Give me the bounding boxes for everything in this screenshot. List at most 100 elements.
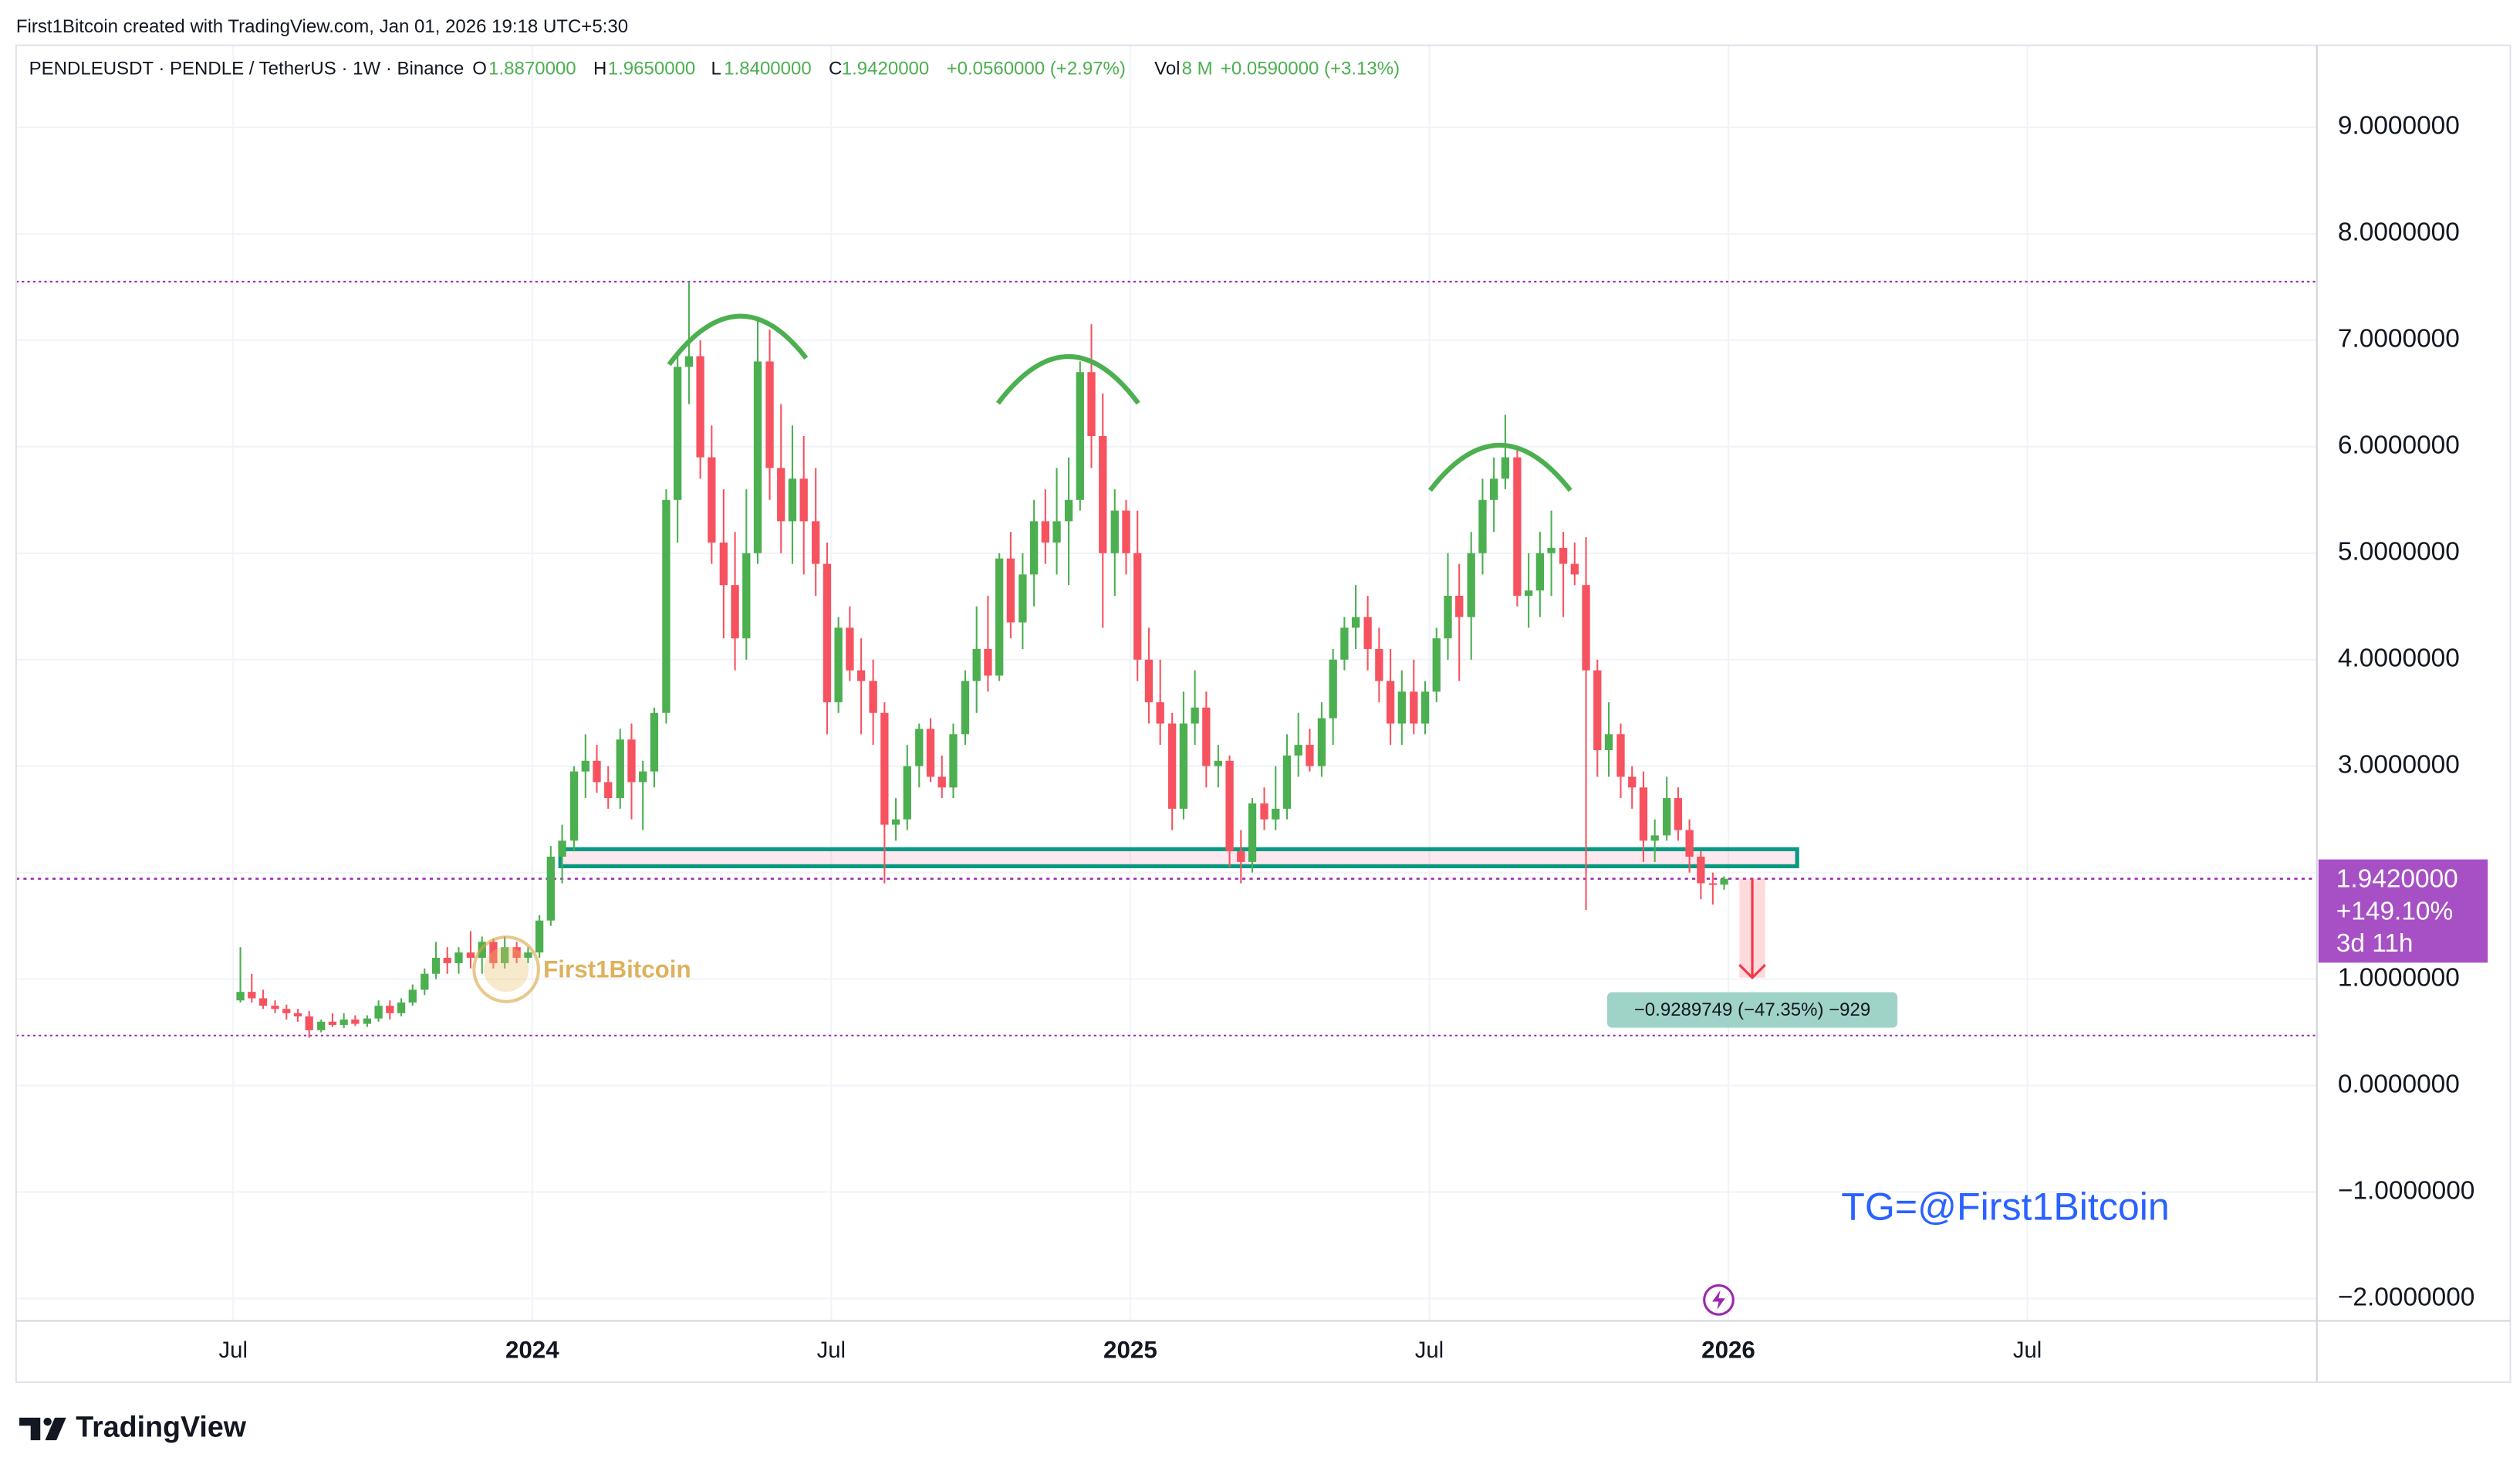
x-tick-label: Jul	[1415, 1338, 1444, 1363]
candle-body	[650, 712, 659, 772]
candle-body	[639, 771, 647, 783]
candle-body	[293, 1013, 302, 1016]
candle-body	[1191, 707, 1199, 724]
candle-body	[1351, 617, 1360, 628]
y-tick-label: 9.0000000	[2338, 112, 2460, 140]
candle-body	[1306, 745, 1314, 766]
candle-body	[1133, 553, 1142, 660]
y-tick-label: 6.0000000	[2338, 431, 2460, 460]
symbol: PENDLEUSDT · PENDLE / TetherUS · 1W · Bi…	[29, 58, 464, 79]
candle-body	[1214, 760, 1223, 766]
last-price-box	[2318, 859, 2488, 963]
candle-body	[1559, 547, 1568, 564]
candle-body	[1420, 692, 1430, 724]
candle-body	[1260, 803, 1268, 820]
candle-body	[753, 361, 762, 553]
attribution: First1Bitcoin created with TradingView.c…	[16, 16, 628, 37]
candle-body	[1639, 787, 1648, 841]
candle-body	[1547, 547, 1556, 553]
candle-body	[674, 367, 682, 500]
candle-body	[1386, 681, 1395, 724]
candle-body	[351, 1020, 360, 1024]
frame	[15, 44, 2512, 1383]
candle-body	[834, 627, 843, 702]
candle-body	[765, 361, 774, 468]
legend-key: C	[829, 58, 842, 79]
candle-body	[593, 760, 601, 783]
candle-body	[972, 648, 981, 681]
candle-body	[1708, 883, 1718, 885]
candle-body	[1168, 723, 1177, 809]
candle-body	[1272, 808, 1280, 820]
candle-body	[546, 856, 555, 921]
candle-body	[1087, 372, 1096, 437]
legend-value: 1.9650000	[608, 58, 696, 79]
candle-body	[616, 739, 624, 799]
change: +0.0560000 (+2.97%)	[947, 58, 1126, 79]
candle-body	[891, 819, 900, 825]
candle-body	[1248, 803, 1257, 862]
pattern-arc	[667, 313, 809, 367]
candle-body	[271, 1006, 279, 1009]
candle-body	[1513, 457, 1522, 596]
y-tick-label: 4.0000000	[2338, 644, 2460, 673]
last-price-change: +149.10%	[2336, 897, 2453, 925]
candle-body	[1397, 692, 1406, 724]
candle-body	[1720, 878, 1728, 885]
candle-body	[1593, 670, 1602, 751]
candle-body	[328, 1021, 337, 1025]
candle-body	[1604, 734, 1613, 751]
last-price: 1.9420000	[2336, 865, 2458, 894]
candle-body	[454, 952, 463, 963]
candle-body	[937, 776, 946, 788]
candle-body	[1501, 457, 1510, 479]
candle-body	[1697, 856, 1705, 884]
candle-body	[443, 958, 451, 963]
candle-body	[915, 729, 924, 766]
candle-body	[856, 670, 866, 681]
candle-body	[581, 760, 589, 772]
candle-body	[1018, 574, 1027, 623]
candle-body	[1582, 585, 1590, 671]
candle-body	[823, 563, 832, 702]
candle-body	[397, 1002, 406, 1013]
candle-body	[1225, 760, 1234, 852]
volume-change: +0.0590000 (+3.13%)	[1221, 58, 1400, 79]
x-tick-label: Jul	[2013, 1338, 2042, 1363]
x-tick-label: Jul	[219, 1338, 248, 1363]
candle-body	[961, 681, 970, 735]
candle-body	[1064, 499, 1073, 522]
candle-body	[431, 958, 441, 974]
pattern-arc	[1427, 442, 1572, 492]
candle-body	[408, 989, 417, 1003]
candle-body	[1317, 718, 1326, 766]
event-icon	[1712, 1290, 1725, 1310]
candle-body	[1375, 648, 1383, 681]
candle-body	[489, 942, 498, 963]
candle-body	[1535, 553, 1545, 591]
candle-body	[1282, 755, 1292, 809]
y-tick-label: 3.0000000	[2338, 751, 2460, 779]
y-tick-label: 7.0000000	[2338, 325, 2460, 353]
candle-body	[777, 468, 785, 522]
candle-body	[984, 648, 992, 676]
candle-body	[1363, 617, 1372, 649]
candle-body	[386, 1006, 394, 1013]
legend-value: 1.8400000	[724, 58, 812, 79]
candle-body	[742, 553, 751, 639]
candle-body	[1467, 553, 1475, 617]
candle-body	[1202, 707, 1211, 766]
candle-body	[1294, 745, 1302, 756]
candle-body	[812, 521, 820, 564]
candle-body	[258, 998, 268, 1006]
candle-body	[524, 952, 532, 959]
candle-body	[558, 840, 566, 857]
legend-value: 1.8870000	[488, 58, 576, 79]
candle-body	[1685, 830, 1694, 857]
grid	[15, 45, 2317, 1321]
x-tick-label: 2025	[1103, 1336, 1157, 1363]
candle-body	[1570, 563, 1579, 575]
candle-body	[880, 712, 889, 825]
candle-body	[696, 356, 704, 458]
candle-body	[708, 457, 716, 543]
